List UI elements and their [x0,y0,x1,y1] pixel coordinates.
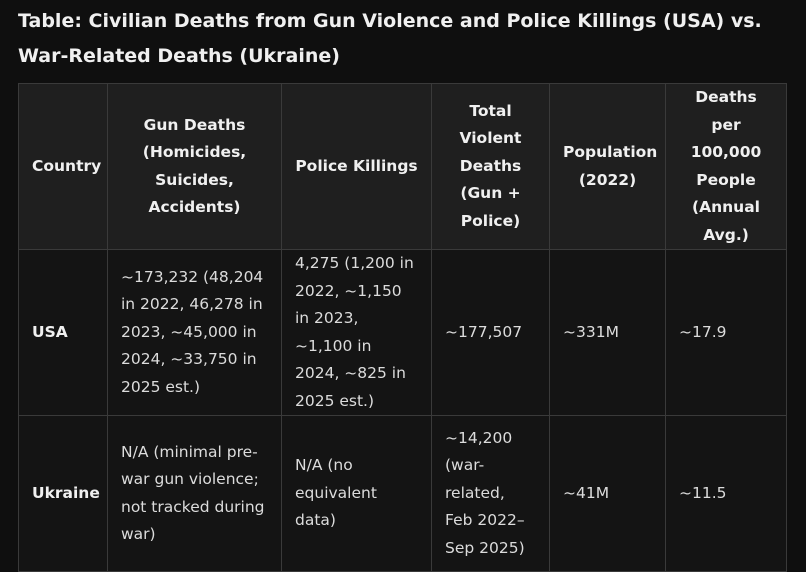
table-title: Table: Civilian Deaths from Gun Violence… [18,10,762,67]
cell-country: USA [18,249,108,416]
cell-country: Ukraine [18,415,108,572]
cell-total-violent-deaths: ~177,507 [431,249,550,416]
cell-population: ~41M [549,415,666,572]
column-header-gun-deaths: Gun Deaths (Homicides, Suicides, Acciden… [107,83,282,250]
cell-deaths-per-100k: ~17.9 [665,249,787,416]
column-header-country: Country [18,83,108,250]
column-header-deaths-per-100k: Deaths per 100,000 People (Annual Avg.) [665,83,787,250]
column-header-police-killings: Police Killings [281,83,432,250]
column-header-total-violent-deaths: Total Violent Deaths (Gun + Police) [431,83,550,250]
deaths-comparison-table: Country Gun Deaths (Homicides, Suicides,… [18,83,787,572]
cell-police-killings: N/A (no equivalent data) [281,415,432,572]
cell-total-violent-deaths: ~14,200 (war-related, Feb 2022–Sep 2025) [431,415,550,572]
cell-gun-deaths: N/A (minimal pre-war gun violence; not t… [107,415,282,572]
column-header-population: Population (2022) [549,83,666,250]
cell-police-killings: 4,275 (1,200 in 2022, ~1,150 in 2023, ~1… [281,249,432,416]
cell-population: ~331M [549,249,666,416]
table-row: USA ~173,232 (48,204 in 2022, 46,278 in … [18,249,787,416]
cell-gun-deaths: ~173,232 (48,204 in 2022, 46,278 in 2023… [107,249,282,416]
header-row: Country Gun Deaths (Homicides, Suicides,… [18,83,787,250]
table-row: Ukraine N/A (minimal pre-war gun violenc… [18,415,787,572]
cell-deaths-per-100k: ~11.5 [665,415,787,572]
